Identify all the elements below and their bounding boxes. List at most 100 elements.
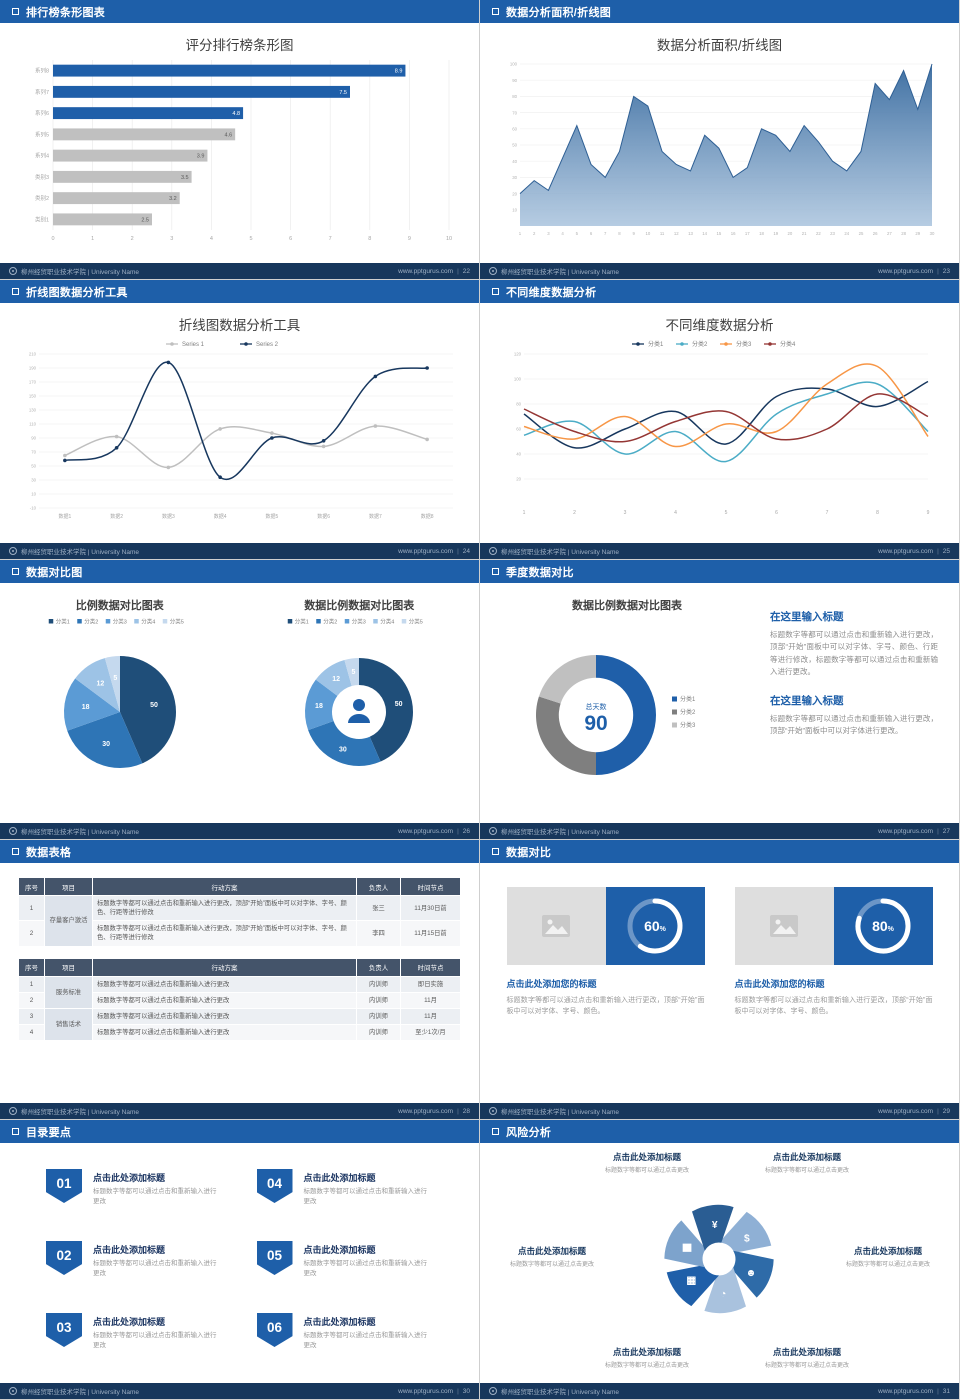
- svg-text:12: 12: [96, 681, 104, 688]
- two-series-line-chart: -10 10 30 50 70 90 110 130 150 170 190 210 数据1 数据2 数据3…: [28, 342, 453, 520]
- slide-header: 风险分析: [480, 1120, 959, 1143]
- slide-header: 排行榜条形图表: [0, 0, 479, 23]
- risk-item: 点击此处添加标题 标题数字等都可以通过点击更改: [604, 1152, 689, 1174]
- svg-text:20: 20: [516, 477, 521, 482]
- block-body: 标题数字等都可以通过点击和重新输入进行更改，顶部“开始”面板中可以对字体、字号、…: [770, 630, 938, 677]
- panel-body: 标题数字等都可以通过点击和重新输入进行更改，顶部“开始”面板中可以对字体、字号、…: [506, 997, 705, 1016]
- svg-text:4.6: 4.6: [224, 132, 232, 138]
- svg-text:30: 30: [512, 175, 517, 180]
- risk-item: 点击此处添加标题 标题数字等都可以通过点击更改: [845, 1246, 930, 1268]
- logo-icon: [9, 827, 17, 835]
- table-row: 4 标题数字等都可以通过点击和重新输入进行更改 内训师 至少1次/月: [18, 1023, 461, 1042]
- svg-text:8: 8: [368, 236, 371, 242]
- slide-footer: 柳州经贸职业技术学院 | University Name www.pptguru…: [0, 543, 479, 559]
- slide-directory[interactable]: 目录要点 01 点击此处添加标题 标题数字等都可以通过点击和重新输入进行更改 02…: [0, 1120, 480, 1400]
- site-url: www.pptgurus.com: [398, 1387, 454, 1395]
- slide-area-chart[interactable]: 数据分析面积/折线图 数据分析面积/折线图 10 20 30 40 50 60 70 80 90…: [480, 0, 960, 280]
- svg-text:3: 3: [623, 510, 626, 516]
- svg-text:25: 25: [858, 231, 863, 236]
- svg-text:40: 40: [516, 452, 521, 457]
- people-icon: ☻: [746, 1268, 757, 1279]
- table-row: 1 存量客户激活 标题数字等都可以通过点击和重新输入进行更改，顶部“开始”面板中…: [18, 894, 461, 947]
- svg-text:6: 6: [289, 236, 292, 242]
- square-bullet-icon: [492, 848, 499, 855]
- slide-content: 数据比例数据对比图表 总天数 90 分类1 分类2 分类3 在这里输入标题 标题数字等都…: [480, 583, 959, 823]
- slide-content: 评分排行榜条形图 0 1 2 3 4 5 6 7 8 9 10 8.9 系列8 7.5 系列7 4.8 系列6 4…: [0, 23, 479, 263]
- slide-header: 不同维度数据分析: [480, 280, 959, 303]
- svg-text:28: 28: [901, 231, 906, 236]
- school-name: 柳州经贸职业技术学院 | University Name: [21, 1389, 139, 1396]
- svg-text:3.2: 3.2: [169, 196, 177, 202]
- svg-text:4: 4: [674, 510, 677, 516]
- panel-body: 标题数字等都可以通过点击和重新输入进行更改，顶部“开始”面板中可以对字体、字号、…: [734, 997, 933, 1016]
- list-item: 01 点击此处添加标题 标题数字等都可以通过点击和重新输入进行更改: [46, 1163, 223, 1225]
- slide-header-title: 目录要点: [26, 1126, 72, 1139]
- svg-text:50: 50: [512, 143, 517, 148]
- svg-text:1: 1: [91, 236, 94, 242]
- svg-text:5: 5: [352, 669, 356, 676]
- svg-text:70: 70: [512, 110, 517, 115]
- svg-text:总天数: 总天数: [586, 702, 607, 711]
- number-badge: 03: [46, 1313, 82, 1347]
- slide-progress-compare[interactable]: 数据对比 60% 点击此处添加您的标题 标题数字等都可以通过点击和重新输入进行更…: [480, 840, 960, 1120]
- svg-text:5: 5: [575, 231, 578, 236]
- svg-text:分类1: 分类1: [295, 618, 309, 626]
- svg-text:分类4: 分类4: [381, 618, 395, 626]
- slide-footer: 柳州经贸职业技术学院 | University Name www.pptguru…: [0, 263, 479, 279]
- square-bullet-icon: [12, 568, 19, 575]
- chart-title: 比例数据对比图表: [75, 600, 164, 612]
- slide-multi-line[interactable]: 不同维度数据分析 不同维度数据分析 20 40 60 80 100 120 1 2 3 4 5 6 7 8…: [480, 280, 960, 560]
- svg-text:分类3: 分类3: [680, 721, 696, 729]
- svg-text:20: 20: [787, 231, 792, 236]
- svg-text:系列8: 系列8: [34, 67, 48, 75]
- svg-text:10: 10: [445, 236, 451, 242]
- svg-text:8: 8: [876, 510, 879, 516]
- slide-data-tables[interactable]: 数据表格 序号 项目 行动方案 负责人 时间节点 1 存量客户激活: [0, 840, 480, 1120]
- site-url: www.pptgurus.com: [878, 1387, 934, 1395]
- svg-text:Series 2: Series 2: [256, 342, 279, 348]
- svg-text:分类1: 分类1: [56, 618, 70, 626]
- svg-text:4: 4: [561, 231, 564, 236]
- risk-item: 点击此处添加标题 标题数字等都可以通过点击更改: [764, 1152, 849, 1174]
- col-header: 时间节点: [400, 957, 461, 977]
- pie-chart-icon: ◔: [720, 1289, 726, 1300]
- coins-icon: $: [744, 1234, 750, 1245]
- block-body: 标题数字等都可以通过点击和重新输入进行更改，顶部“开始”面板中可以对字体进行更改…: [770, 713, 938, 735]
- slide-quarter-compare[interactable]: 季度数据对比 数据比例数据对比图表 总天数 90 分类1 分类2 分类3 在这里输入标题…: [480, 560, 960, 840]
- svg-text:80: 80: [516, 402, 521, 407]
- svg-text:分类5: 分类5: [170, 618, 184, 626]
- logo-icon: [489, 267, 497, 275]
- svg-text:0: 0: [51, 236, 54, 242]
- slide-line-tool[interactable]: 折线图数据分析工具 折线图数据分析工具 -10 10 30 50 70 90 110 130 1…: [0, 280, 480, 560]
- svg-text:7.5: 7.5: [339, 90, 347, 96]
- school-name: 柳州经贸职业技术学院 | University Name: [21, 269, 139, 276]
- risk-item: 点击此处添加标题 标题数字等都可以通过点击更改: [509, 1246, 594, 1268]
- picture-icon: [770, 915, 798, 937]
- number-badge: 05: [256, 1241, 293, 1275]
- slide-ranking-bar[interactable]: 排行榜条形图表 评分排行榜条形图 0 1 2 3 4 5 6 7 8 9 10 8.9 系列8 7.5 系列…: [0, 0, 480, 280]
- slide-content: $ ☻ ◔ ▦ ▅ ¥ 点击此处添加标题 标题数字等都可以通过点击更改 点击此处添加标题 …: [480, 1143, 959, 1383]
- svg-text:分类1: 分类1: [680, 695, 696, 703]
- page-number: 22: [462, 267, 470, 275]
- svg-text:13: 13: [688, 231, 693, 236]
- slide-pie-compare[interactable]: 数据对比图 比例数据对比图表 分类1 分类2 分类3 分类4 分类5 50 30 18 12 5 …: [0, 560, 480, 840]
- page-number: 25: [942, 547, 950, 555]
- page-number: 28: [462, 1107, 470, 1115]
- svg-text:26: 26: [872, 231, 877, 236]
- site-url: www.pptgurus.com: [398, 547, 454, 555]
- svg-text:数据1: 数据1: [58, 513, 71, 520]
- slide-header-title: 折线图数据分析工具: [26, 286, 128, 299]
- pie-panel: 比例数据对比图表 分类1 分类2 分类3 分类4 分类5 50 30 18 12 5: [0, 583, 240, 791]
- slide-risk-analysis[interactable]: 风险分析 $ ☻ ◔ ▦ ▅ ¥ 点击此处添加标题 标题数字等都可以通过点击更改 点击此处…: [480, 1120, 960, 1400]
- slide-footer: 柳州经贸职业技术学院 | University Name www.pptguru…: [0, 1383, 479, 1399]
- svg-text:系列5: 系列5: [34, 130, 48, 138]
- col-header: 序号: [18, 877, 45, 896]
- col-header: 序号: [18, 957, 45, 977]
- progress-panel: 80% 点击此处添加您的标题 标题数字等都可以通过点击和重新输入进行更改，顶部“…: [734, 887, 933, 1017]
- slide-header: 目录要点: [0, 1120, 479, 1143]
- slide-header-title: 风险分析: [506, 1126, 552, 1139]
- svg-text:2: 2: [130, 236, 133, 242]
